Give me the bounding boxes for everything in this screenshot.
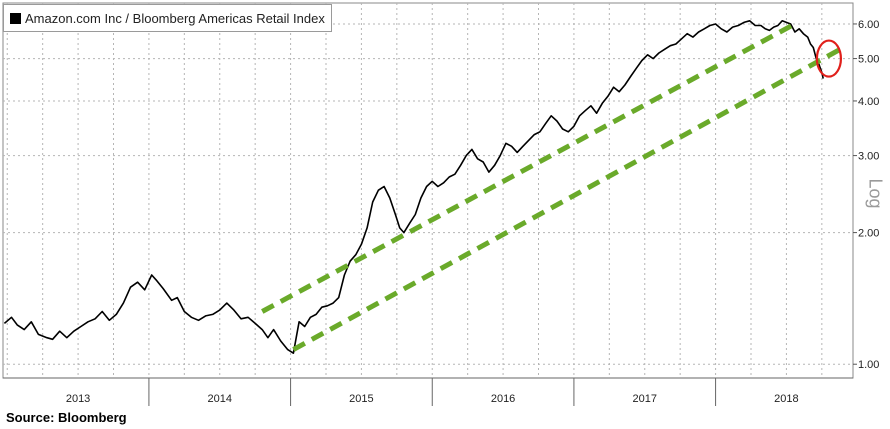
trend-line (293, 49, 840, 349)
x-tick-label: 2013 (66, 393, 90, 405)
annotations-group (262, 22, 841, 349)
y-tick-label: 5.00 (858, 54, 879, 66)
x-tick-label: 2018 (774, 393, 798, 405)
log-scale-label: Log (858, 168, 890, 218)
series-line (4, 21, 823, 353)
y-tick-label: 6.00 (858, 19, 879, 31)
legend: Amazon.com Inc / Bloomberg Americas Reta… (3, 4, 332, 32)
y-tick-label: 4.00 (858, 96, 879, 108)
x-tick-label: 2017 (633, 393, 657, 405)
legend-swatch (10, 13, 21, 24)
log-scale-text: Log (864, 178, 885, 208)
x-tick-label: 2014 (208, 393, 232, 405)
source-label: Source: Bloomberg (6, 410, 127, 425)
y-tick-label: 2.00 (858, 228, 879, 240)
y-tick-label: 1.00 (858, 359, 879, 371)
y-tick-label: 3.00 (858, 151, 879, 163)
x-tick-label: 2015 (349, 393, 373, 405)
legend-label: Amazon.com Inc / Bloomberg Americas Reta… (25, 11, 325, 26)
trend-line (262, 22, 798, 311)
series-group (4, 21, 823, 353)
year-boundaries (3, 378, 853, 406)
x-tick-label: 2016 (491, 393, 515, 405)
